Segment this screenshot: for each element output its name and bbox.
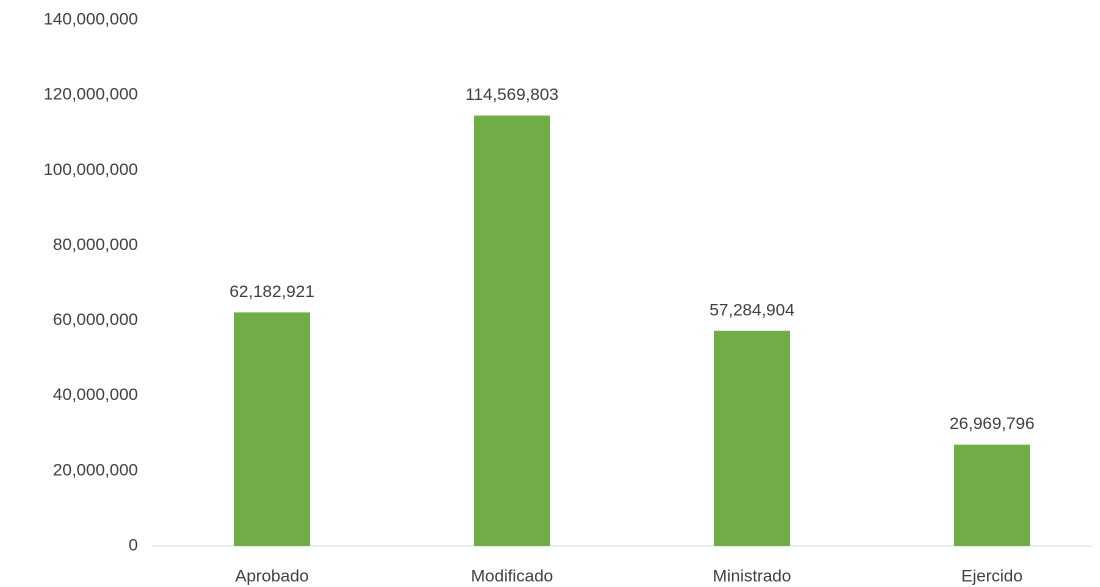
x-tick-label: Ministrado [713,566,791,585]
y-tick-label: 140,000,000 [43,9,138,28]
value-label: 62,182,921 [229,282,314,301]
y-tick-label: 100,000,000 [43,160,138,179]
value-label: 114,569,803 [465,85,558,104]
x-tick-label: Ejercido [961,566,1022,585]
bar [714,330,790,546]
bar [234,312,310,546]
bar [474,115,550,546]
y-tick-label: 40,000,000 [53,385,138,404]
y-tick-label: 120,000,000 [43,85,138,104]
bar [954,444,1030,546]
y-tick-label: 80,000,000 [53,235,138,254]
y-tick-label: 60,000,000 [53,310,138,329]
x-tick-label: Modificado [471,566,553,585]
value-label: 26,969,796 [949,414,1034,433]
value-label: 57,284,904 [709,300,794,319]
y-tick-label: 20,000,000 [53,460,138,479]
x-tick-label: Aprobado [235,566,309,585]
y-tick-label: 0 [129,535,138,554]
